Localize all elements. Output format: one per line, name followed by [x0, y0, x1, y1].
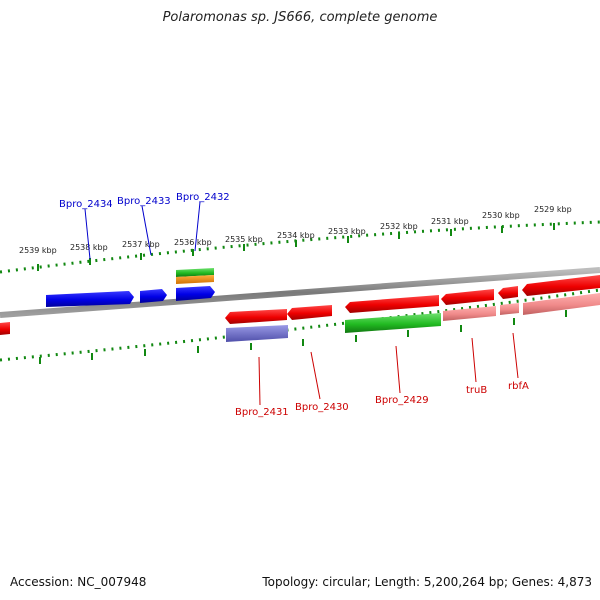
purple-feature-2431	[226, 325, 288, 342]
gene-arrow-right-edge	[522, 275, 600, 296]
scale-label-2530: 2530 kbp	[482, 211, 520, 220]
gene-arrow-left-edge	[0, 322, 10, 335]
scale-label-2529: 2529 kbp	[534, 205, 572, 214]
reverse-gene-labels: Bpro_2431 Bpro_2430 Bpro_2429 truB rbfA	[235, 381, 529, 418]
forward-genes	[46, 286, 215, 307]
pink-feature-rbfa	[500, 303, 519, 315]
scale-label-2539: 2539 kbp	[19, 246, 57, 255]
gene-arrow-bpro-2431[interactable]	[225, 309, 287, 324]
label-bpro-2430[interactable]: Bpro_2430	[295, 402, 349, 413]
gene-arrow-rbfa[interactable]	[498, 286, 518, 299]
orange-feature-2432	[176, 275, 214, 284]
reverse-genes	[0, 275, 600, 335]
scale-label-2531: 2531 kbp	[431, 217, 469, 226]
pink-feature-trub	[443, 306, 496, 321]
genome-backbone	[0, 267, 600, 318]
gene-arrow-bpro-2434[interactable]	[46, 291, 134, 307]
gene-arrow-bpro-2432[interactable]	[176, 286, 215, 301]
scale-label-2535: 2535 kbp	[225, 235, 263, 244]
scale-label-2536: 2536 kbp	[174, 238, 212, 247]
gene-arrow-bpro-2433[interactable]	[140, 289, 167, 303]
green-feature-2429	[345, 313, 441, 333]
accession-text: Accession: NC_007948	[10, 575, 147, 589]
label-rbfa[interactable]: rbfA	[508, 381, 529, 392]
label-trub[interactable]: truB	[466, 385, 487, 396]
gene-arrow-bpro-2429[interactable]	[345, 295, 439, 313]
pink-feature-right-edge	[523, 293, 600, 315]
map-title: Polaromonas sp. JS666, complete genome	[162, 10, 438, 25]
label-bpro-2429[interactable]: Bpro_2429	[375, 395, 429, 406]
forward-gene-labels: Bpro_2434 Bpro_2433 Bpro_2432	[59, 192, 230, 210]
scale-label-2534: 2534 kbp	[277, 231, 315, 240]
topology-text: Topology: circular; Length: 5,200,264 bp…	[262, 575, 592, 589]
gene-arrow-bpro-2430[interactable]	[287, 305, 332, 320]
inner-scale-track	[0, 288, 600, 364]
label-bpro-2432[interactable]: Bpro_2432	[176, 192, 230, 203]
reverse-label-lines	[258, 332, 519, 406]
outer-scale-track	[0, 220, 600, 274]
label-bpro-2433[interactable]: Bpro_2433	[117, 196, 171, 207]
gene-arrow-trub[interactable]	[441, 289, 494, 305]
scale-label-2532: 2532 kbp	[380, 222, 418, 231]
scale-label-2537: 2537 kbp	[122, 240, 160, 249]
forward-label-lines	[84, 201, 201, 260]
scale-label-2533: 2533 kbp	[328, 227, 366, 236]
label-bpro-2434[interactable]: Bpro_2434	[59, 199, 113, 210]
label-bpro-2431[interactable]: Bpro_2431	[235, 407, 289, 418]
scale-labels: 2539 kbp 2538 kbp 2537 kbp 2536 kbp 2535…	[19, 205, 572, 255]
green-feature-2432	[176, 268, 214, 277]
